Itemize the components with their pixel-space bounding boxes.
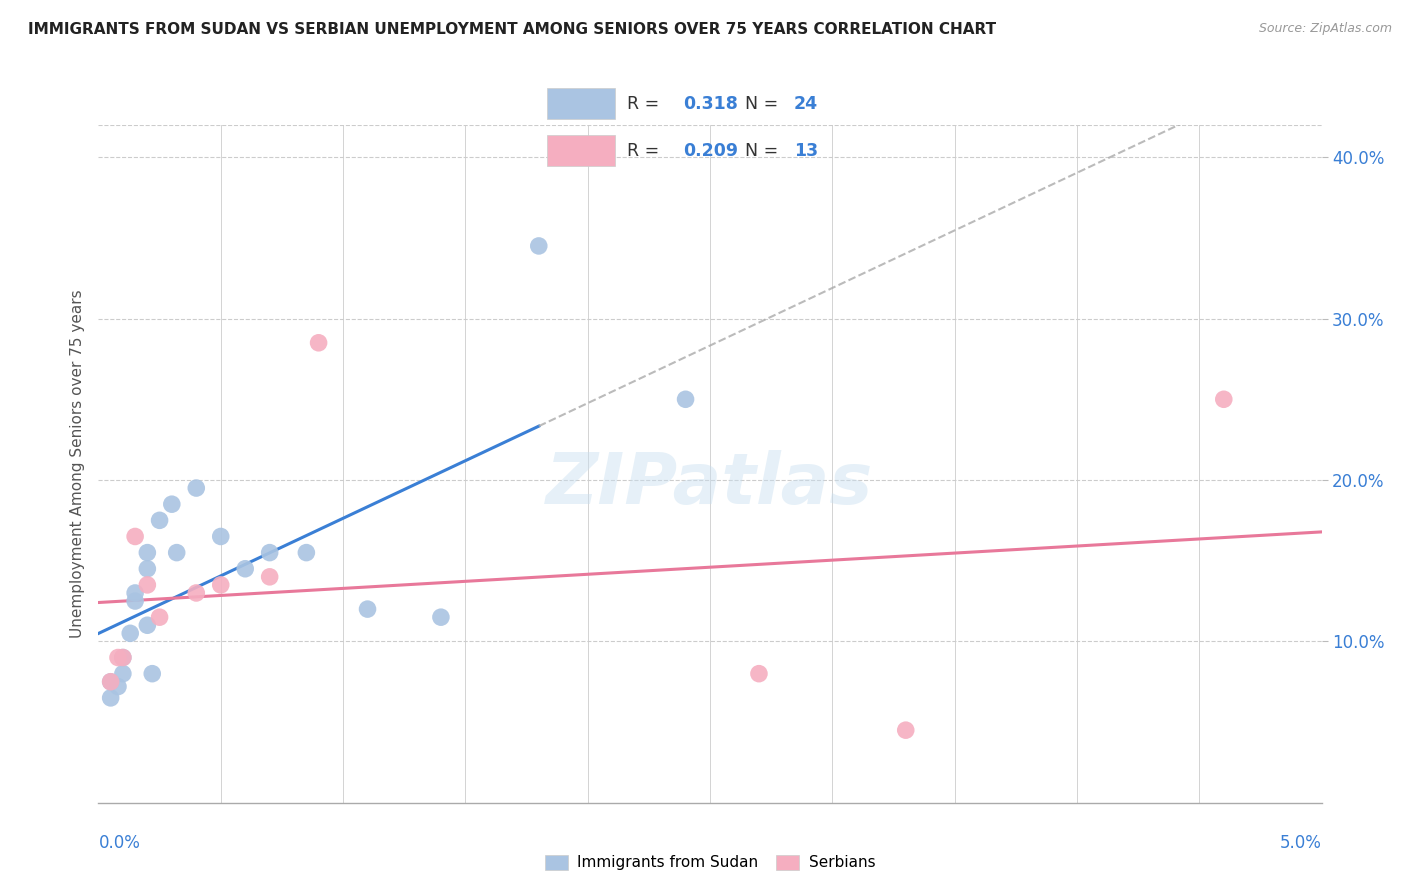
- Point: [186, 481, 208, 495]
- Point: [107, 650, 129, 665]
- Text: ZIPatlas: ZIPatlas: [547, 450, 873, 518]
- Point: [1212, 392, 1234, 407]
- Legend: Immigrants from Sudan, Serbians: Immigrants from Sudan, Serbians: [538, 849, 882, 877]
- Point: [527, 239, 550, 253]
- Point: [748, 666, 770, 681]
- FancyBboxPatch shape: [547, 136, 614, 166]
- Point: [111, 650, 134, 665]
- Point: [894, 723, 917, 738]
- Text: R =: R =: [627, 142, 659, 160]
- Text: Source: ZipAtlas.com: Source: ZipAtlas.com: [1258, 22, 1392, 36]
- Point: [111, 650, 134, 665]
- Text: R =: R =: [627, 95, 659, 112]
- Text: 0.318: 0.318: [683, 95, 738, 112]
- Point: [141, 666, 163, 681]
- Point: [136, 578, 159, 592]
- FancyBboxPatch shape: [547, 88, 614, 119]
- Point: [124, 594, 146, 608]
- Point: [124, 529, 146, 543]
- Point: [166, 546, 188, 560]
- Point: [107, 680, 129, 694]
- Point: [259, 546, 281, 560]
- Text: 0.209: 0.209: [683, 142, 738, 160]
- Point: [675, 392, 697, 407]
- Point: [295, 546, 318, 560]
- Text: 5.0%: 5.0%: [1279, 834, 1322, 852]
- Point: [430, 610, 453, 624]
- Point: [100, 674, 122, 689]
- Point: [209, 529, 232, 543]
- Point: [149, 513, 172, 527]
- Point: [308, 335, 330, 350]
- Text: IMMIGRANTS FROM SUDAN VS SERBIAN UNEMPLOYMENT AMONG SENIORS OVER 75 YEARS CORREL: IMMIGRANTS FROM SUDAN VS SERBIAN UNEMPLO…: [28, 22, 997, 37]
- Point: [209, 578, 232, 592]
- Text: N =: N =: [745, 142, 778, 160]
- Point: [160, 497, 183, 511]
- Point: [136, 618, 159, 632]
- Point: [233, 562, 256, 576]
- Point: [149, 610, 172, 624]
- Point: [111, 666, 134, 681]
- Point: [100, 674, 122, 689]
- Point: [356, 602, 378, 616]
- Point: [186, 586, 208, 600]
- Text: N =: N =: [745, 95, 778, 112]
- Y-axis label: Unemployment Among Seniors over 75 years: Unemployment Among Seniors over 75 years: [69, 290, 84, 638]
- Point: [120, 626, 142, 640]
- Point: [136, 562, 159, 576]
- Text: 0.0%: 0.0%: [98, 834, 141, 852]
- Text: 13: 13: [794, 142, 818, 160]
- Point: [124, 586, 146, 600]
- Text: 24: 24: [794, 95, 818, 112]
- Point: [259, 570, 281, 584]
- Point: [136, 546, 159, 560]
- Point: [100, 690, 122, 705]
